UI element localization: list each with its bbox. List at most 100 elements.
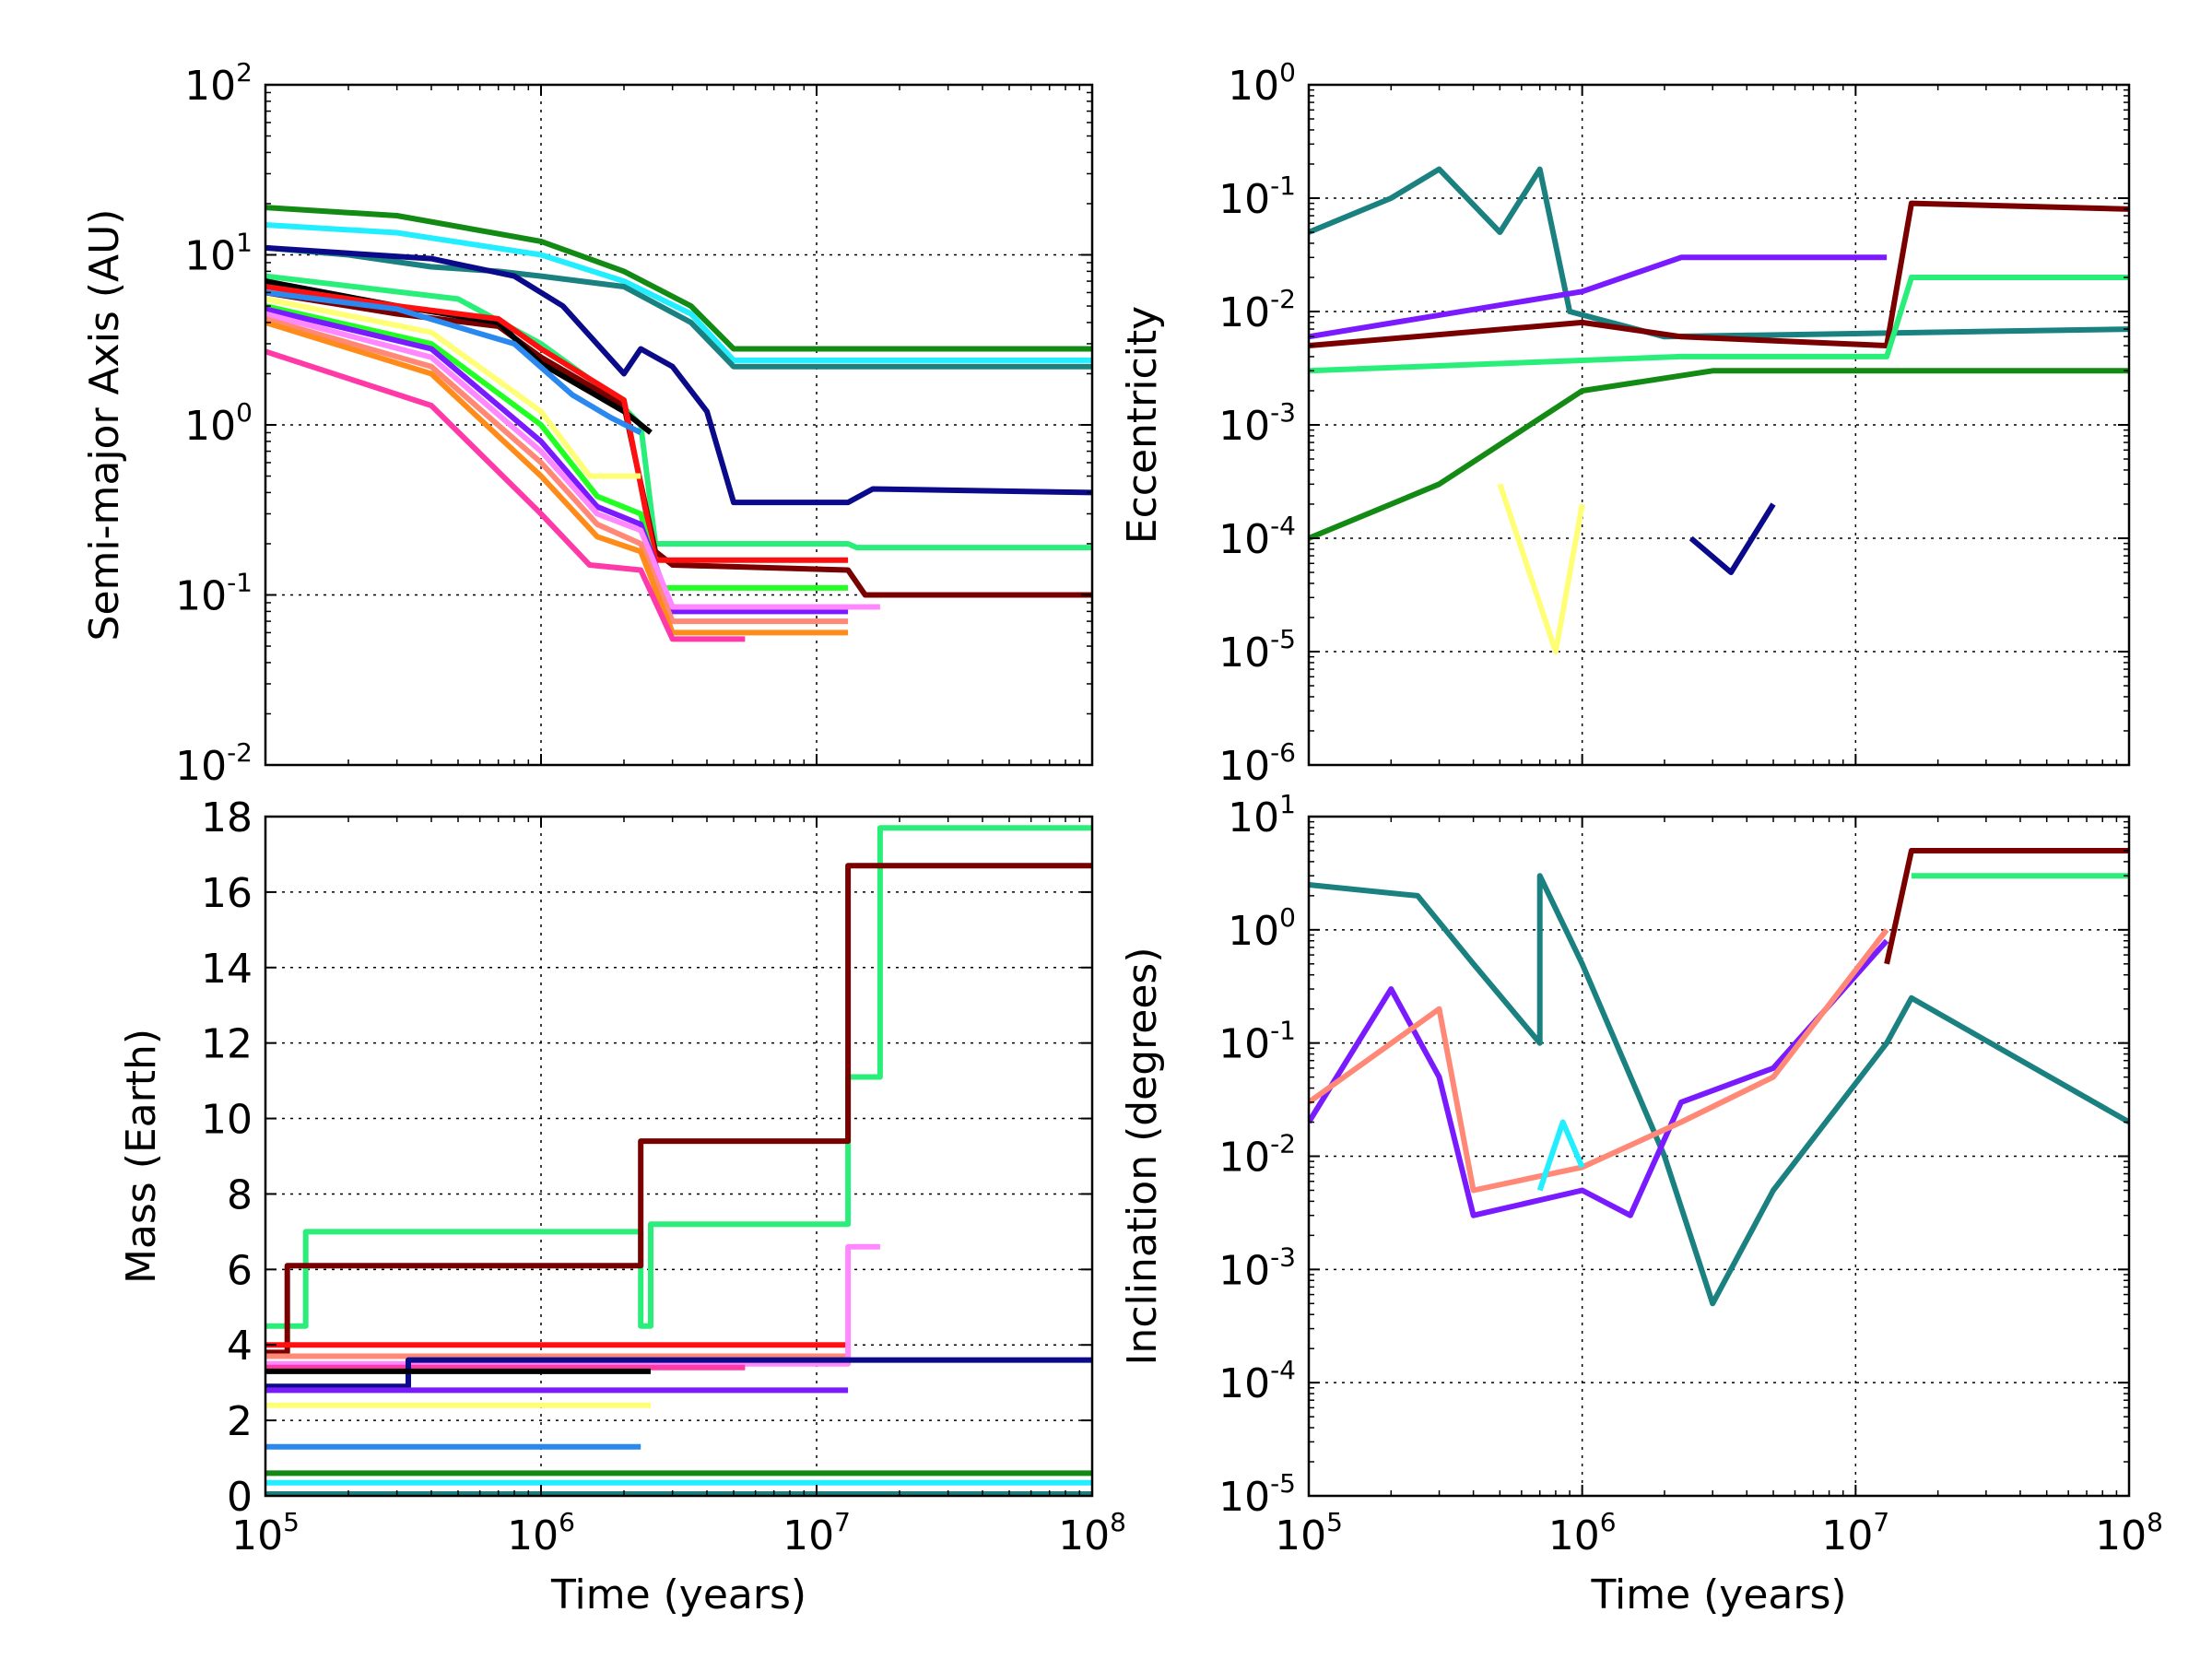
tick-base: 10 (1218, 516, 1270, 563)
series-dark-green (1309, 368, 2129, 541)
x-tick-label: 105 (1275, 1507, 1343, 1559)
eccentricity-series (1309, 166, 2129, 654)
series-yellow (265, 296, 641, 479)
series-spring-green (265, 825, 1092, 1329)
tick-base: 10 (782, 1512, 834, 1559)
series-violet (1309, 938, 1889, 1218)
y-tick-label: 16 (201, 870, 253, 917)
series-violet (265, 306, 849, 615)
mass-ticks (265, 816, 1093, 1497)
tick-base: 10 (1228, 908, 1279, 955)
series-maroon (265, 863, 1092, 1356)
tick-exponent: -1 (227, 568, 253, 598)
inclination-x-tick-labels: 105 106 107 108 (1275, 1507, 2163, 1559)
semimajor-series (265, 205, 1092, 642)
tick-base: 10 (184, 233, 236, 280)
tick-exponent: 7 (1873, 1507, 1889, 1537)
tick-base: 10 (1218, 629, 1270, 677)
tick-base: 10 (1218, 176, 1270, 223)
tick-exponent: 2 (236, 57, 253, 88)
mass-x-tick-labels: 105 106 107 108 (231, 1507, 1126, 1559)
series-light-pink (265, 1243, 880, 1367)
series-salmon (265, 316, 849, 625)
tick-exponent: 6 (559, 1507, 575, 1537)
tick-base: 10 (231, 1512, 283, 1559)
y-tick-label: 101 (1228, 789, 1296, 841)
series-teal (265, 244, 1092, 370)
tick-exponent: -2 (227, 737, 253, 768)
x-tick-label: 105 (231, 1507, 300, 1559)
y-tick-label: 10-5 (1218, 1468, 1296, 1521)
y-tick-label: 10-4 (1218, 1355, 1296, 1407)
y-tick-label: 100 (1228, 57, 1296, 110)
y-tick-label: 14 (201, 946, 253, 993)
series-dark-green (265, 205, 1092, 352)
series-yellow (1497, 483, 1585, 654)
tick-exponent: 1 (236, 228, 253, 258)
tick-exponent: 5 (1326, 1507, 1343, 1537)
tick-exponent: -6 (1270, 737, 1296, 768)
tick-exponent: 7 (834, 1507, 851, 1537)
y-tick-label: 0 (227, 1474, 253, 1521)
tick-exponent: -1 (1270, 171, 1296, 201)
y-tick-label: 101 (184, 228, 253, 280)
y-tick-label: 8 (227, 1171, 253, 1218)
y-tick-label: 10-1 (175, 568, 253, 620)
tick-exponent: 8 (1110, 1507, 1126, 1537)
series-maroon (1884, 848, 2129, 965)
x-tick-label: 107 (782, 1507, 851, 1559)
tick-base: 10 (2095, 1512, 2147, 1559)
inclination-xlabel: Time (years) (1590, 1571, 1846, 1618)
y-tick-label: 18 (201, 794, 253, 841)
series-teal (1309, 873, 2129, 1307)
y-tick-label: 10-2 (1218, 284, 1296, 336)
y-tick-label: 2 (227, 1398, 253, 1445)
inclination-ticks (1308, 816, 2130, 1497)
tick-exponent: -2 (1270, 1129, 1296, 1159)
series-navy (265, 244, 1092, 506)
series-navy (1688, 502, 1776, 575)
tick-base: 10 (1218, 1474, 1270, 1521)
tick-base: 10 (1548, 1512, 1600, 1559)
y-tick-label: 10 (201, 1097, 253, 1144)
tick-base: 10 (184, 403, 236, 450)
y-tick-label: 4 (227, 1323, 253, 1370)
eccentricity-ticks (1308, 84, 2130, 766)
series-cyan (1536, 1119, 1585, 1192)
series-violet (1309, 254, 1888, 340)
tick-base: 10 (1228, 63, 1279, 110)
tick-exponent: -4 (1270, 511, 1296, 541)
tick-base: 10 (1821, 1512, 1873, 1559)
tick-exponent: 1 (1279, 789, 1296, 819)
tick-base: 10 (1218, 1360, 1270, 1407)
y-tick-label: 10-1 (1218, 171, 1296, 223)
x-tick-label: 108 (2095, 1507, 2163, 1559)
tick-exponent: 0 (236, 397, 253, 428)
tick-exponent: -2 (1270, 284, 1296, 314)
tick-exponent: -5 (1270, 624, 1296, 654)
tick-base: 10 (507, 1512, 559, 1559)
semimajor-ticks (265, 84, 1093, 766)
tick-exponent: 0 (1279, 902, 1296, 933)
series-light-pink (265, 311, 880, 610)
series-cyan (265, 222, 1092, 363)
y-tick-label: 12 (201, 1021, 253, 1068)
mass-ylabel: Mass (Earth) (118, 1029, 165, 1284)
tick-exponent: -5 (1270, 1468, 1296, 1499)
y-tick-label: 10-2 (1218, 1129, 1296, 1182)
tick-exponent: -4 (1270, 1355, 1296, 1385)
tick-exponent: 0 (1279, 57, 1296, 88)
tick-base: 10 (1228, 794, 1279, 841)
mass-frame (264, 815, 1094, 1498)
mass-xlabel: Time (years) (550, 1571, 806, 1618)
y-tick-label: 10-3 (1218, 397, 1296, 450)
inclination-series (1309, 848, 2129, 1307)
tick-base: 10 (1218, 1247, 1270, 1294)
tick-exponent: -1 (1270, 1016, 1296, 1046)
tick-base: 10 (1218, 289, 1270, 336)
y-tick-label: 100 (184, 397, 253, 450)
